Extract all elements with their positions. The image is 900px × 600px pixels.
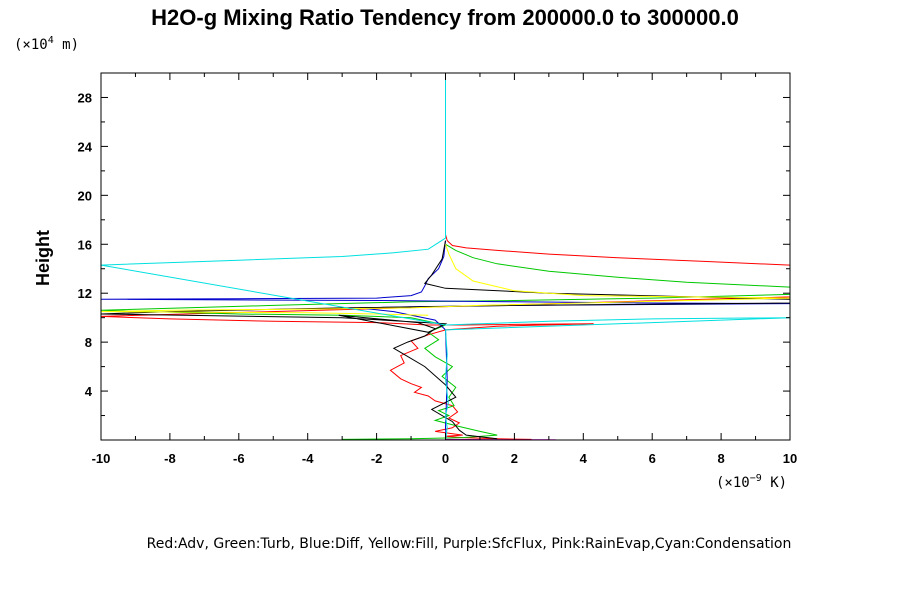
x-tick-label: 0 xyxy=(442,451,449,466)
series-line-1 xyxy=(101,243,790,440)
y-tick-label: 28 xyxy=(78,90,92,105)
y-tick-label: 8 xyxy=(85,335,92,350)
chart-title: H2O-g Mixing Ratio Tendency from 200000.… xyxy=(151,5,739,30)
x-tick-label: -8 xyxy=(164,451,176,466)
x-tick-label: 2 xyxy=(511,451,518,466)
x-tick-label: -6 xyxy=(233,451,245,466)
x-tick-label: -4 xyxy=(302,451,314,466)
series-line-4 xyxy=(101,244,790,316)
y-tick-label: 4 xyxy=(85,384,93,399)
y-tick-label: 12 xyxy=(78,286,92,301)
x-tick-label: 4 xyxy=(580,451,588,466)
y-tick-label: 24 xyxy=(78,139,93,154)
series-line-5 xyxy=(101,73,790,440)
x-tick-label: -10 xyxy=(92,451,111,466)
x-tick-label: 8 xyxy=(717,451,724,466)
x-axis-unit: (×10−9 K) xyxy=(716,473,787,491)
y-axis-unit: (×104 m) xyxy=(14,35,79,53)
legend-caption: Red:Adv, Green:Turb, Blue:Diff, Yellow:F… xyxy=(147,536,792,552)
x-tick-label: 10 xyxy=(783,451,797,466)
x-tick-label: 6 xyxy=(649,451,656,466)
y-tick-label: 16 xyxy=(78,237,92,252)
y-tick-label: 20 xyxy=(78,188,92,203)
y-axis-label: Height xyxy=(33,230,53,286)
x-tick-label: -2 xyxy=(371,451,383,466)
